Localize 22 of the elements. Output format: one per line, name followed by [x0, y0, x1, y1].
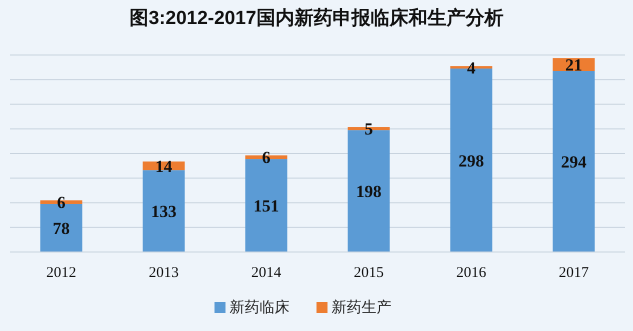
legend-label: 新药临床: [230, 299, 290, 316]
legend-label: 新药生产: [332, 299, 392, 316]
data-label: 298: [458, 151, 484, 170]
bar: [142, 170, 185, 252]
x-tick-label: 2015: [354, 265, 384, 281]
data-label: 4: [467, 58, 476, 78]
chart-title: 图3:2012-2017国内新药申报临床和生产分析: [130, 7, 504, 29]
data-label: 21: [565, 56, 582, 75]
bar: [552, 71, 595, 252]
data-label: 6: [57, 193, 66, 212]
data-label: 6: [262, 148, 270, 168]
x-tick-label: 2014: [251, 265, 282, 281]
data-label: 78: [52, 218, 70, 238]
data-label: 294: [561, 152, 587, 172]
data-label: 5: [364, 120, 373, 139]
data-label: 151: [254, 196, 279, 216]
x-tick-label: 2013: [148, 265, 179, 281]
data-label: 133: [151, 202, 176, 222]
x-tick-label: 2016: [456, 265, 487, 281]
data-label: 198: [356, 182, 382, 202]
x-tick-label: 2012: [46, 265, 76, 281]
x-tick-label: 2017: [558, 265, 590, 281]
